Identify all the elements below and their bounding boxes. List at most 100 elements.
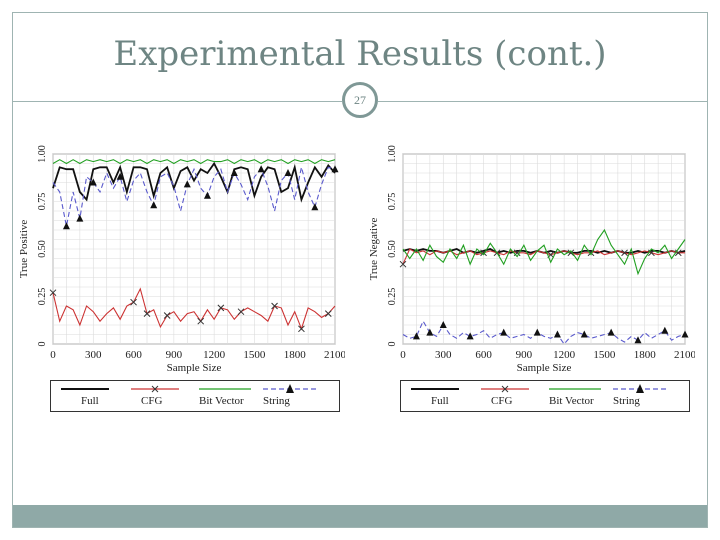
string-point (89, 178, 97, 186)
legend-item-string: String (263, 381, 327, 411)
legend-item-bitvector: Bit Vector (199, 381, 261, 411)
x-axis-label: Sample Size (167, 362, 222, 374)
string-point (183, 180, 191, 188)
cfg-point (130, 298, 137, 306)
string-point (607, 328, 615, 336)
string-point (533, 328, 541, 336)
series-line-bitvector (402, 228, 686, 276)
y-tick-label: 0.25 (387, 288, 398, 306)
string-point (311, 203, 319, 211)
legend-label-bitvector: Bit Vector (549, 395, 594, 407)
string-point (426, 328, 434, 336)
legend-label-cfg: CFG (141, 395, 163, 407)
cfg-point (237, 308, 245, 316)
cfg-point (217, 304, 225, 312)
legend-item-string: String (613, 381, 677, 411)
x-tick-label: 1200 (553, 349, 576, 361)
cfg-point (324, 310, 332, 317)
y-tick-label: 0 (387, 342, 398, 347)
slide-frame (12, 12, 708, 528)
cfg-point (271, 302, 278, 310)
cfg-point (49, 289, 57, 297)
y-axis-label: True Positive (18, 220, 30, 279)
string-point (331, 165, 339, 173)
y-tick-label: 0.50 (387, 240, 398, 258)
cfg-point (163, 312, 171, 319)
string-point (116, 172, 124, 180)
cfg-point (399, 260, 407, 268)
string-point (412, 332, 420, 340)
cfg-point (567, 249, 575, 257)
legend-label-string: String (613, 395, 640, 407)
legend-label-string: String (263, 395, 290, 407)
y-tick-label: 0.75 (387, 193, 398, 211)
string-point (230, 169, 238, 176)
series-line-cfg (52, 287, 336, 331)
x-tick-label: 1500 (243, 349, 266, 361)
series-line-cfg (402, 248, 685, 265)
legend-label-cfg: CFG (491, 395, 513, 407)
legend-label-full: Full (81, 395, 99, 407)
legend-left: Full CFG Bit Vector String (50, 380, 340, 412)
title-rule-left (13, 101, 342, 102)
x-tick-label: 600 (475, 349, 492, 361)
x-tick-label: 300 (435, 349, 452, 361)
x-axis-label: Sample Size (517, 362, 572, 374)
cfg-point (197, 317, 205, 325)
series-line-full (52, 161, 336, 203)
legend-item-cfg: CFG (481, 381, 539, 411)
string-point (62, 222, 70, 230)
string-point (661, 326, 669, 334)
string-point (76, 214, 84, 222)
cfg-point (674, 249, 682, 257)
page-number-badge: 27 (342, 82, 378, 118)
cfg-point (298, 325, 305, 333)
x-tick-label: 900 (516, 349, 533, 361)
x-tick-label: 1800 (634, 349, 657, 361)
page-number: 27 (354, 92, 366, 107)
y-tick-label: 0.50 (37, 240, 48, 258)
x-tick-label: 2100 (674, 349, 695, 361)
x-tick-label: 1800 (284, 349, 307, 361)
y-tick-label: 0.25 (37, 288, 48, 306)
string-point (203, 191, 211, 199)
y-tick-label: 0 (37, 342, 48, 347)
y-tick-label: 0.75 (37, 193, 48, 211)
true-positive-chart: 0 300 600 900 1200 1500 1800 2100 0 0.25 0.50 0.75 1… (18, 145, 345, 374)
string-point (257, 165, 265, 173)
legend-right: Full CFG Bit Vector String (400, 380, 690, 412)
x-tick-label: 1200 (203, 349, 226, 361)
y-axis-label: True Negative (368, 217, 380, 280)
string-point (439, 321, 447, 328)
x-tick-label: 1500 (593, 349, 616, 361)
string-point (500, 328, 508, 336)
string-point (466, 332, 474, 340)
legend-item-full: Full (411, 381, 469, 411)
footer-bar (13, 505, 707, 527)
cfg-point (143, 310, 151, 317)
series-line-bitvector (52, 159, 336, 165)
string-point (150, 201, 158, 209)
string-point (284, 169, 292, 176)
x-tick-label: 600 (125, 349, 142, 361)
x-tick-label: 300 (85, 349, 102, 361)
y-tick-label: 1.00 (37, 145, 48, 163)
x-tick-label: 2100 (324, 349, 345, 361)
x-tick-label: 900 (166, 349, 183, 361)
string-point (634, 336, 642, 344)
string-point (580, 330, 588, 338)
legend-item-bitvector: Bit Vector (549, 381, 611, 411)
cfg-point (621, 249, 628, 257)
slide-title: Experimental Results (cont.) (113, 34, 607, 74)
y-tick-label: 1.00 (387, 145, 398, 163)
legend-item-cfg: CFG (131, 381, 189, 411)
cfg-point (648, 249, 655, 257)
title-rule-right (378, 101, 707, 102)
legend-label-full: Full (431, 395, 449, 407)
string-point (681, 330, 689, 338)
legend-item-full: Full (61, 381, 119, 411)
legend-label-bitvector: Bit Vector (199, 395, 244, 407)
x-tick-label: 0 (50, 349, 56, 361)
true-negative-chart: 0 300 600 900 1200 1500 1800 2100 0 0.25 0.50 0.75 1… (368, 145, 695, 374)
x-tick-label: 0 (400, 349, 406, 361)
